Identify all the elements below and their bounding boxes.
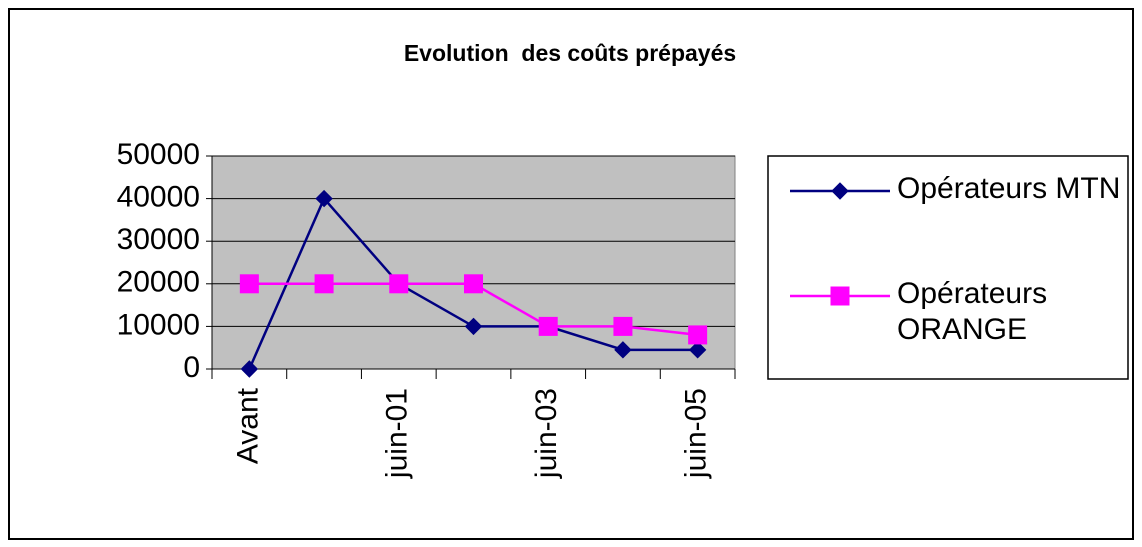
y-tick-label: 40000	[117, 181, 200, 214]
legend-marker	[830, 286, 850, 306]
x-tick-label: Avant	[231, 387, 264, 464]
y-tick-label: 0	[183, 351, 200, 384]
x-tick-label: juin-01	[381, 388, 414, 479]
legend-marker	[831, 182, 849, 200]
data-point	[464, 274, 483, 294]
data-point	[464, 317, 483, 336]
x-tick-label: juin-05	[680, 388, 713, 479]
data-point	[239, 274, 259, 294]
data-point	[315, 189, 333, 208]
legend-label: Opérateurs MTN	[897, 172, 1121, 205]
data-point	[314, 274, 334, 294]
y-tick-label: 10000	[117, 308, 200, 341]
legend-label: Opérateurs ORANGE	[897, 277, 1048, 346]
y-tick-label: 30000	[117, 223, 200, 256]
y-tick-label: 20000	[117, 266, 200, 299]
chart-title: Evolution des coûts prépayés	[404, 40, 736, 66]
data-point	[614, 341, 632, 359]
data-point	[389, 274, 409, 294]
x-tick-label: juin-03	[530, 388, 563, 479]
data-point	[613, 316, 633, 336]
y-tick-label: 50000	[117, 138, 200, 171]
data-point	[688, 341, 707, 359]
data-point	[688, 325, 708, 345]
data-point	[240, 360, 259, 378]
data-point	[538, 316, 558, 336]
legend-box	[767, 155, 1129, 380]
plot-area	[211, 155, 736, 370]
